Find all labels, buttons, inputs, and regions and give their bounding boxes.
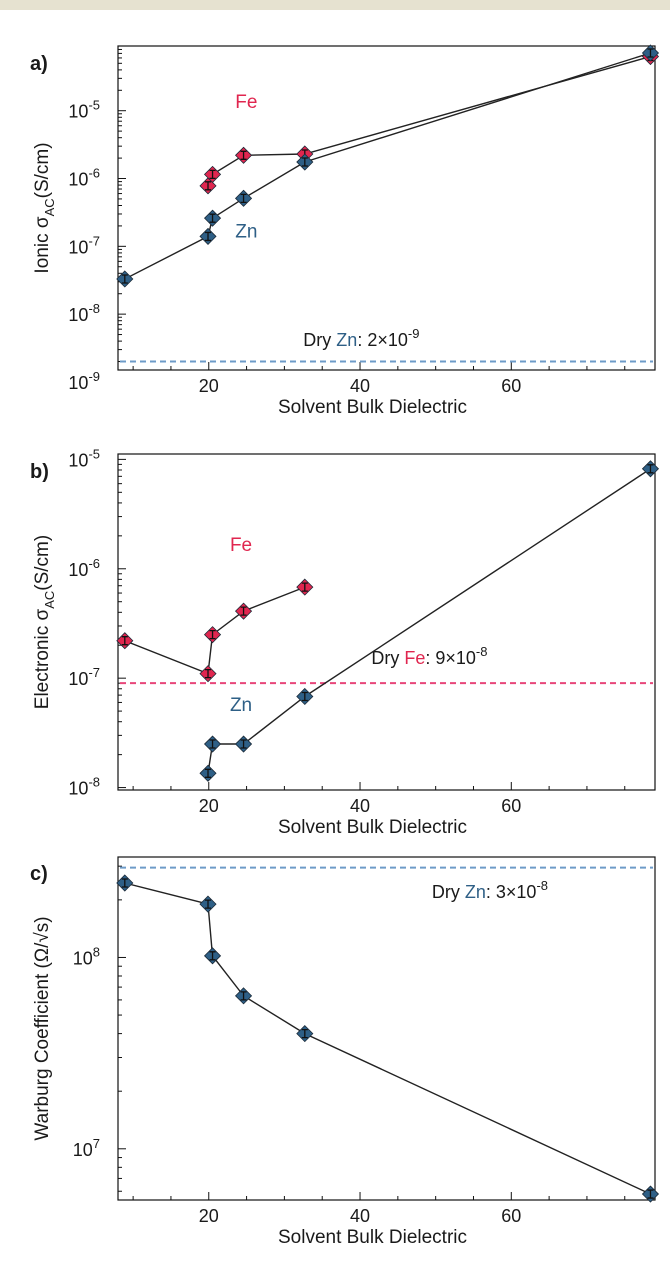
x-tick-label: 60 bbox=[501, 1206, 521, 1226]
y-tick-label: 10-7 bbox=[68, 233, 100, 257]
x-axis-label: Solvent Bulk Dielectric bbox=[278, 817, 467, 838]
error-bar bbox=[240, 991, 247, 1001]
x-tick-label: 20 bbox=[199, 796, 219, 816]
series-line-zn bbox=[124, 882, 651, 1195]
y-tick-label: 10-8 bbox=[68, 775, 100, 799]
y-tick-label: 10-6 bbox=[68, 556, 100, 580]
error-bar bbox=[301, 582, 308, 592]
x-tick-label: 40 bbox=[350, 376, 370, 396]
plot-frame bbox=[117, 856, 656, 1201]
error-bar bbox=[240, 606, 247, 616]
series-label-zn: Zn bbox=[230, 695, 252, 716]
x-axis-label: Solvent Bulk Dielectric bbox=[278, 1227, 467, 1248]
x-tick-label: 20 bbox=[199, 1206, 219, 1226]
reference-label: Dry Zn: 3×10-8 bbox=[432, 878, 548, 902]
error-bar bbox=[205, 768, 212, 778]
error-bar bbox=[209, 739, 216, 749]
chart-panel-2: 20 40 60 10-8 10-7 10-6 10-5 Solvent Bulk Diele… bbox=[30, 446, 660, 838]
x-tick-label: 20 bbox=[199, 376, 219, 396]
x-tick-label: 40 bbox=[350, 1206, 370, 1226]
error-bar bbox=[209, 169, 216, 180]
error-bar bbox=[121, 636, 128, 646]
error-bar bbox=[209, 213, 216, 223]
x-tick-label: 60 bbox=[501, 796, 521, 816]
top-accent-bar bbox=[0, 0, 670, 10]
y-tick-label: 10-7 bbox=[68, 665, 100, 689]
error-bar bbox=[205, 668, 212, 679]
y-tick-label: 107 bbox=[73, 1136, 100, 1160]
y-axis-label: Warburg Coefficient (Ω/√s) bbox=[32, 916, 53, 1140]
y-tick-label: 10-6 bbox=[68, 166, 100, 190]
error-bar bbox=[301, 1028, 308, 1039]
error-bar bbox=[647, 464, 654, 474]
y-tick-label: 10-8 bbox=[68, 301, 100, 325]
error-bar bbox=[647, 48, 654, 58]
error-bar bbox=[240, 150, 247, 160]
x-tick-label: 60 bbox=[501, 376, 521, 396]
error-bar bbox=[205, 181, 212, 191]
chart-panel-1: 20 40 60 10-9 10-8 10-7 10-6 10-5 Solvent Bulk D… bbox=[30, 44, 660, 418]
error-bar bbox=[121, 878, 128, 888]
y-tick-label: 10-9 bbox=[68, 369, 100, 393]
y-axis-label: Ionic σAC(S/cm) bbox=[32, 142, 57, 273]
error-bar bbox=[121, 274, 128, 284]
y-tick-label: 108 bbox=[73, 944, 100, 968]
series-line-fe bbox=[207, 55, 651, 187]
plot-frame bbox=[117, 45, 656, 371]
series-label-fe: Fe bbox=[235, 92, 257, 113]
series-label-zn: Zn bbox=[235, 221, 257, 242]
series-line-zn bbox=[207, 468, 651, 774]
plot-frame bbox=[117, 453, 656, 791]
x-tick-label: 40 bbox=[350, 796, 370, 816]
panel-letter: b) bbox=[30, 461, 49, 483]
error-bar bbox=[240, 193, 247, 203]
chart-panel-3: 20 40 60 107 108 Solvent Bulk Dielectric Warbu… bbox=[30, 856, 660, 1248]
error-bar bbox=[301, 157, 308, 167]
y-tick-label: 10-5 bbox=[68, 98, 100, 122]
error-bar bbox=[647, 1189, 654, 1199]
error-bar bbox=[240, 739, 247, 749]
error-bar bbox=[209, 629, 216, 640]
series-line-zn bbox=[124, 52, 651, 280]
error-bar bbox=[209, 951, 216, 961]
series-label-fe: Fe bbox=[230, 535, 252, 556]
error-bar bbox=[205, 231, 212, 242]
panel-letter: c) bbox=[30, 863, 48, 885]
error-bar bbox=[301, 691, 308, 702]
y-axis-label: Electronic σAC(S/cm) bbox=[32, 535, 57, 709]
x-axis-label: Solvent Bulk Dielectric bbox=[278, 397, 467, 418]
panel-letter: a) bbox=[30, 53, 48, 75]
error-bar bbox=[205, 899, 212, 909]
reference-label: Dry Fe: 9×10-8 bbox=[371, 644, 487, 668]
y-tick-label: 10-5 bbox=[68, 446, 100, 470]
reference-label: Dry Zn: 2×10-9 bbox=[303, 326, 419, 350]
